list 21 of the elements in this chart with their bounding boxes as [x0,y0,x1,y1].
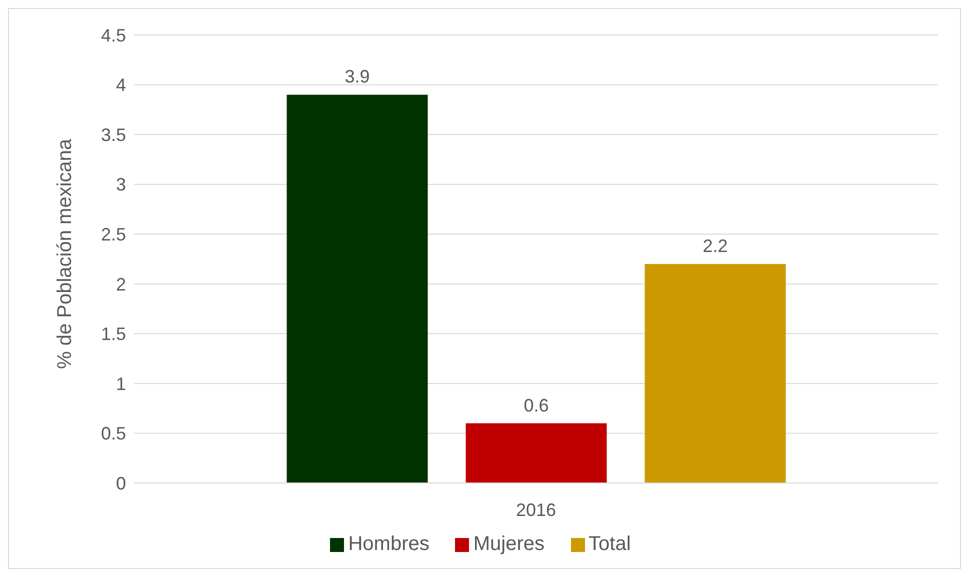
x-tick-label: 2016 [516,500,556,520]
legend-label: Hombres [348,533,430,555]
y-tick-label: 4 [116,75,126,96]
y-tick-label: 4.5 [100,25,126,46]
legend-label: Total [588,533,631,555]
y-tick-label: 2.5 [100,224,126,244]
y-tick-label: 3.5 [100,124,126,145]
y-tick-label: 0 [116,473,126,494]
legend-label: Mujeres [473,533,545,555]
bar [644,264,786,483]
bar [286,94,428,483]
y-tick-label: 1 [116,374,126,394]
y-tick-label: 1.5 [100,324,126,344]
data-label: 2.2 [702,236,728,256]
data-label: 0.6 [524,395,549,416]
y-tick-label: 2 [116,274,126,294]
y-tick-label: 0.5 [100,424,126,444]
y-axis-title: % de Población mexicana [54,138,76,369]
y-tick-label: 3 [116,174,126,195]
data-label: 3.9 [344,66,370,87]
bar [466,423,607,483]
